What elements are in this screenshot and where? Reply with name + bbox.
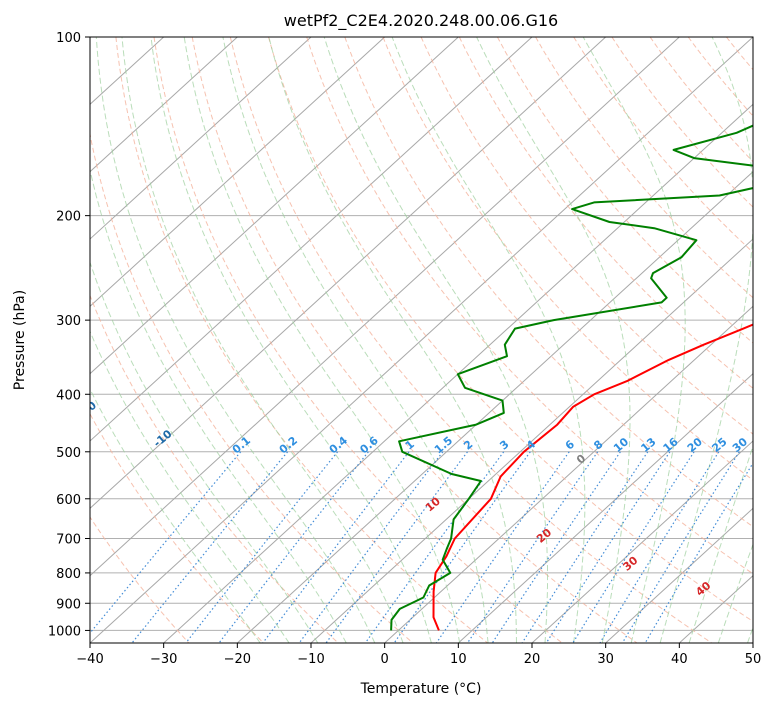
mixing-ratio-line [572,451,695,643]
x-tick-label: 10 [450,652,467,667]
isotherm-line [90,37,459,375]
plot-area: 0.10.20.40.611.52346810131620253036-100-… [75,37,771,643]
dry-adiabat-line [573,37,753,254]
profile-series [390,124,753,631]
dry-adiabat-label: -20 [75,399,99,422]
y-tick-label: 1000 [48,624,81,639]
y-axis-label: Pressure (hPa) [12,290,28,390]
isotherm-line [90,37,238,173]
isotherm-line [236,170,753,643]
temperature-profile-line [432,323,753,631]
moist-adiabats [90,37,753,643]
x-axis-label: Temperature (°C) [360,681,482,697]
x-axis-ticks: −40 −30 −20 −10 0 10 20 30 40 50 [76,643,761,667]
mixing-ratio-line [435,451,570,643]
dry-adiabat-line [90,294,339,643]
isotherm-line [90,37,607,510]
y-tick-label: 100 [56,31,81,46]
isotherm-line [605,507,753,643]
mixing-ratio-line [298,451,444,643]
dry-adiabat-line [306,37,753,575]
isotherm-line [90,37,312,240]
x-tick-label: 50 [745,652,762,667]
dewpoint-profile-line [390,124,753,631]
y-tick-label: 200 [56,210,81,225]
mixing-ratio-label: 36 [751,435,771,455]
moist-adiabat-line [90,167,347,643]
moist-adiabat-line [222,37,489,643]
y-tick-label: 600 [56,493,81,508]
mixing-ratio-line [644,461,753,643]
moist-adiabat-line [582,37,686,643]
moist-adiabat-line [717,543,753,643]
isotherm-line [90,37,533,442]
dry-adiabat-line [191,37,638,643]
dry-adiabat-line [458,37,753,389]
moist-adiabat-line [95,37,376,643]
dry-adiabat-line [496,37,753,344]
moist-adiabat-line [90,261,319,643]
x-tick-label: −30 [150,652,177,667]
isobar-gridlines [90,37,753,631]
mixing-ratio-line [262,451,410,643]
moist-adiabat-line [90,330,290,643]
mixing-ratio-line [185,451,339,643]
isotherm-line [457,372,753,643]
mixing-ratio-line [467,451,599,643]
y-tick-label: 300 [56,314,81,329]
moist-adiabat-line [476,37,631,643]
x-tick-label: 20 [524,652,541,667]
y-tick-label: 800 [56,567,81,582]
mixing-ratio-line [131,451,289,643]
dry-adiabat-line [90,131,414,643]
dry-adiabat-line [382,37,753,481]
mixing-ratio-line [218,451,369,643]
x-tick-label: −40 [76,652,103,667]
mixing-ratio-line [90,451,242,634]
dry-adiabats [90,37,753,643]
moist-adiabat-line [183,37,461,643]
x-tick-label: 30 [597,652,614,667]
dry-adiabat-line [229,37,712,643]
mixing-ratio-line [364,451,505,643]
x-tick-label: 0 [381,652,389,667]
y-tick-label: 400 [56,388,81,403]
y-tick-label: 500 [56,446,81,461]
dry-adiabat-line [90,412,264,643]
dry-adiabat-line [344,37,753,528]
dry-adiabat-line [268,37,753,622]
moist-adiabat-line [121,37,404,643]
isotherm-line [531,440,753,643]
moist-adiabat-line [150,37,432,643]
dry-adiabat-line [535,37,753,299]
isotherm-line [90,37,680,577]
dry-adiabat-line [153,37,563,643]
moist-adiabat-line [323,37,548,643]
dry-adiabat-line [420,37,753,435]
y-axis-ticks: 100 200 300 400 500 600 700 800 900 1000 [48,31,90,639]
isotherm-line [90,37,386,308]
x-tick-label: −10 [297,652,324,667]
x-tick-label: −20 [224,652,251,667]
chart-title: wetPf2_C2E4.2020.248.00.06.G16 [284,11,558,31]
mixing-ratio-line [491,451,621,643]
moist-adiabat-line [659,37,753,643]
moist-adiabat-line [391,37,586,643]
plot-frame [89,36,754,644]
moist-adiabat-line [688,444,753,643]
mixing-ratio-line [621,451,740,643]
y-tick-label: 900 [56,597,81,612]
mixing-ratio-line [599,451,720,643]
x-tick-label: 40 [671,652,688,667]
mixing-ratio-lines [90,451,753,643]
isotherm-line [90,37,753,643]
moist-adiabat-line [90,388,261,643]
y-tick-label: 700 [56,533,81,548]
skewed-isotherms [90,37,753,643]
dry-adiabat-line [649,37,753,163]
